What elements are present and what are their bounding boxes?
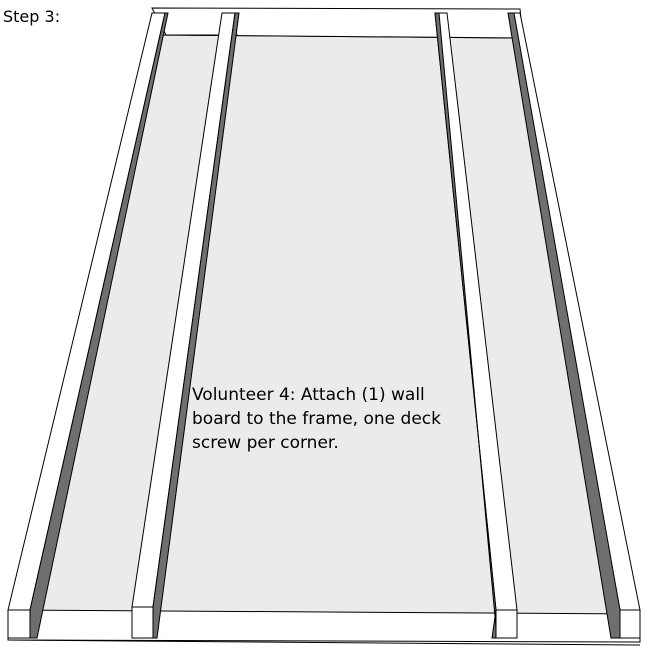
stud-3-shadow <box>434 12 498 639</box>
instruction-line: board to the frame, one deck <box>192 409 441 429</box>
step-title: Step 3: <box>3 7 61 26</box>
stud-2-shadow <box>150 12 240 639</box>
top-plate <box>151 7 524 39</box>
stud-1-shadow <box>29 12 169 639</box>
instruction-text: Volunteer 4: Attach (1) wall board to th… <box>192 383 492 455</box>
instruction-line: Volunteer 4: Attach (1) wall <box>192 385 425 405</box>
bottom-plate <box>7 609 641 643</box>
instruction-line: screw per corner. <box>192 433 339 453</box>
